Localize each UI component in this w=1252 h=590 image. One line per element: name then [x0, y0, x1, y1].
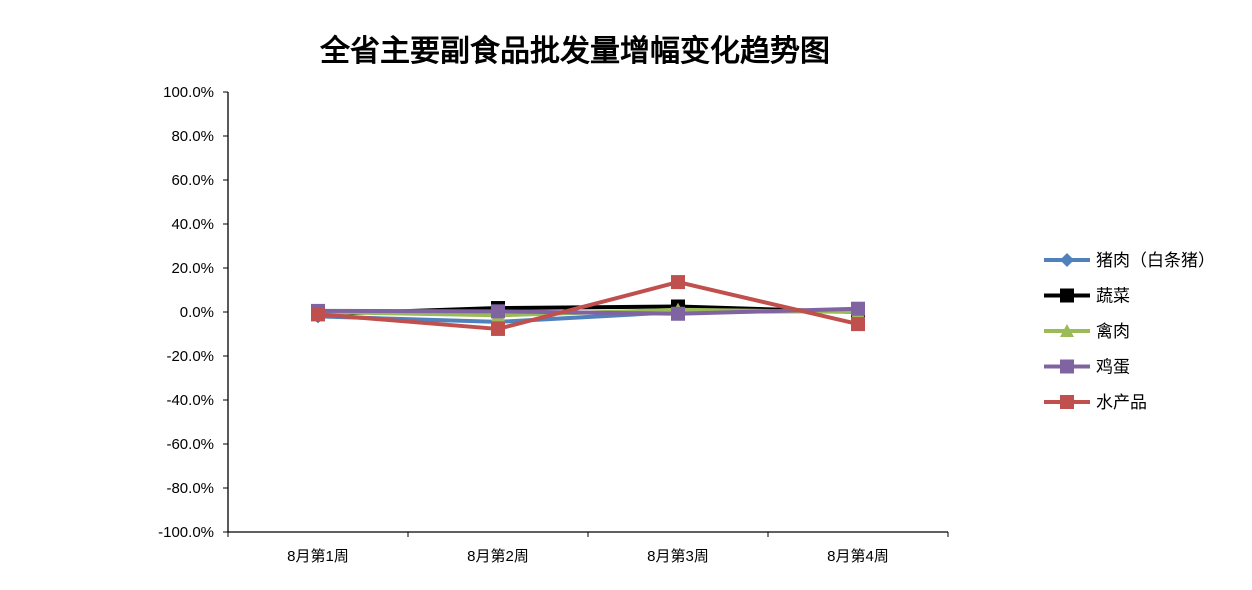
- y-tick-label: -40.0%: [166, 392, 214, 409]
- y-tick-label: 20.0%: [171, 260, 214, 277]
- legend-marker: [1060, 253, 1074, 267]
- y-tick-label: 0.0%: [180, 304, 214, 321]
- legend-label: 禽肉: [1096, 322, 1130, 341]
- series-line: [317, 306, 859, 316]
- x-tick-label: 8月第1周: [287, 547, 349, 565]
- chart-title: 全省主要副食品批发量增幅变化趋势图: [320, 34, 830, 69]
- legend-label: 鸡蛋: [1096, 358, 1130, 377]
- legend-marker: [1060, 395, 1074, 409]
- legend-label: 水产品: [1096, 393, 1147, 412]
- y-tick-label: -80.0%: [166, 480, 214, 497]
- x-tick-label: 8月第3周: [647, 547, 709, 565]
- data-point: [311, 307, 325, 322]
- y-tick-label: 40.0%: [171, 216, 214, 233]
- y-tick-label: 60.0%: [171, 172, 214, 189]
- y-tick-label: -60.0%: [166, 436, 214, 453]
- y-tick-label: -100.0%: [158, 524, 214, 541]
- x-tick-label: 8月第2周: [467, 547, 529, 565]
- y-tick-label: 80.0%: [171, 128, 214, 145]
- data-point: [851, 317, 865, 332]
- legend-marker: [1060, 324, 1074, 337]
- data-point: [671, 275, 685, 290]
- legend-label: 猪肉（白条猪）: [1096, 251, 1215, 270]
- legend-label: 蔬菜: [1096, 287, 1130, 306]
- y-tick-label: 100.0%: [163, 84, 214, 101]
- x-tick-label: 8月第4周: [827, 547, 889, 565]
- data-point: [491, 304, 505, 319]
- y-tick-label: -20.0%: [166, 348, 214, 365]
- legend-marker: [1060, 359, 1074, 374]
- data-point: [491, 321, 505, 336]
- legend-marker: [1060, 288, 1074, 303]
- data-point: [851, 301, 865, 316]
- data-point: [671, 306, 685, 321]
- series-line: [317, 280, 859, 331]
